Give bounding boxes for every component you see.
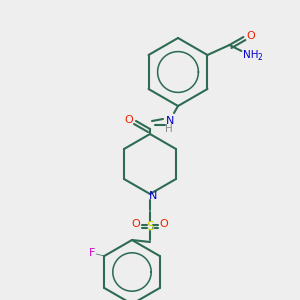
Text: NH: NH: [243, 50, 258, 60]
Text: F: F: [89, 248, 95, 258]
Text: O: O: [246, 31, 255, 41]
Text: O: O: [160, 219, 168, 229]
Text: H: H: [165, 124, 173, 134]
Text: O: O: [132, 219, 140, 229]
Text: 2: 2: [257, 53, 262, 62]
Text: S: S: [146, 220, 154, 232]
Text: N: N: [149, 191, 157, 201]
Text: N: N: [166, 116, 174, 126]
Text: O: O: [124, 115, 134, 125]
